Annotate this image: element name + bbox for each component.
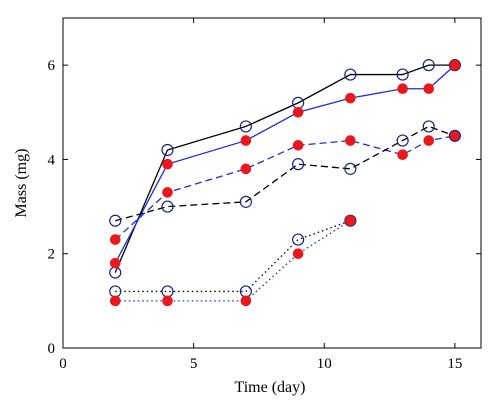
series-line-5 bbox=[115, 220, 351, 293]
series-2-point bbox=[109, 257, 121, 269]
series-1-point bbox=[161, 143, 174, 157]
series-2-point bbox=[397, 83, 408, 95]
series-2-point bbox=[345, 92, 356, 104]
plot-frame bbox=[62, 17, 482, 349]
series-2-point bbox=[240, 135, 252, 146]
series-4-point bbox=[448, 129, 461, 142]
y-tick-label: 2 bbox=[48, 247, 56, 263]
x-tick-label: 10 bbox=[317, 356, 332, 372]
series-5-point bbox=[292, 233, 305, 246]
series-1-point bbox=[239, 120, 252, 133]
series-6-point bbox=[345, 215, 356, 227]
series-3-point bbox=[423, 135, 435, 146]
series-3-point bbox=[345, 135, 356, 146]
series-line-1 bbox=[114, 64, 455, 273]
series-2-point bbox=[292, 106, 304, 118]
series-6-point bbox=[292, 248, 304, 260]
series-3-point bbox=[292, 139, 304, 151]
series-3-point bbox=[162, 187, 173, 198]
series-4-point bbox=[344, 162, 357, 175]
x-tick-label: 0 bbox=[59, 356, 67, 372]
series-1-point bbox=[344, 68, 357, 81]
y-tick-label: 0 bbox=[48, 341, 56, 357]
x-axis-title: Time (day) bbox=[235, 379, 306, 396]
series-1-point bbox=[396, 68, 409, 81]
series-3-point bbox=[397, 149, 408, 161]
axis-ticks: 0 5 10 15 0 2 4 6 bbox=[48, 18, 481, 372]
series-5-point bbox=[344, 214, 357, 227]
series-6-point bbox=[162, 295, 173, 307]
x-tick-label: 5 bbox=[190, 356, 198, 372]
y-axis-title: Mass (mg) bbox=[13, 149, 30, 218]
series-4-point bbox=[422, 120, 435, 133]
series-markers bbox=[109, 59, 461, 307]
x-tick-label: 15 bbox=[447, 356, 462, 372]
series-4-point bbox=[396, 134, 409, 147]
y-tick-label: 4 bbox=[48, 152, 56, 168]
series-lines bbox=[114, 64, 456, 302]
series-2-point bbox=[162, 158, 173, 170]
y-tick-label: 6 bbox=[48, 58, 56, 74]
series-1-point bbox=[448, 59, 461, 72]
series-line-3 bbox=[114, 135, 455, 241]
series-5-point bbox=[161, 285, 174, 298]
series-4-point bbox=[239, 195, 252, 208]
series-6-point bbox=[240, 295, 252, 307]
series-4-point bbox=[292, 158, 305, 171]
series-1-point bbox=[422, 59, 435, 72]
series-4-point bbox=[161, 200, 174, 213]
series-line-6 bbox=[115, 220, 351, 302]
series-2-point bbox=[423, 83, 435, 95]
series-2-point bbox=[449, 59, 461, 71]
series-6-point bbox=[109, 295, 121, 307]
series-3-point bbox=[240, 163, 252, 175]
series-3-point bbox=[449, 130, 461, 142]
series-4-point bbox=[109, 214, 122, 227]
series-3-point bbox=[109, 234, 121, 245]
series-line-4 bbox=[115, 125, 456, 222]
